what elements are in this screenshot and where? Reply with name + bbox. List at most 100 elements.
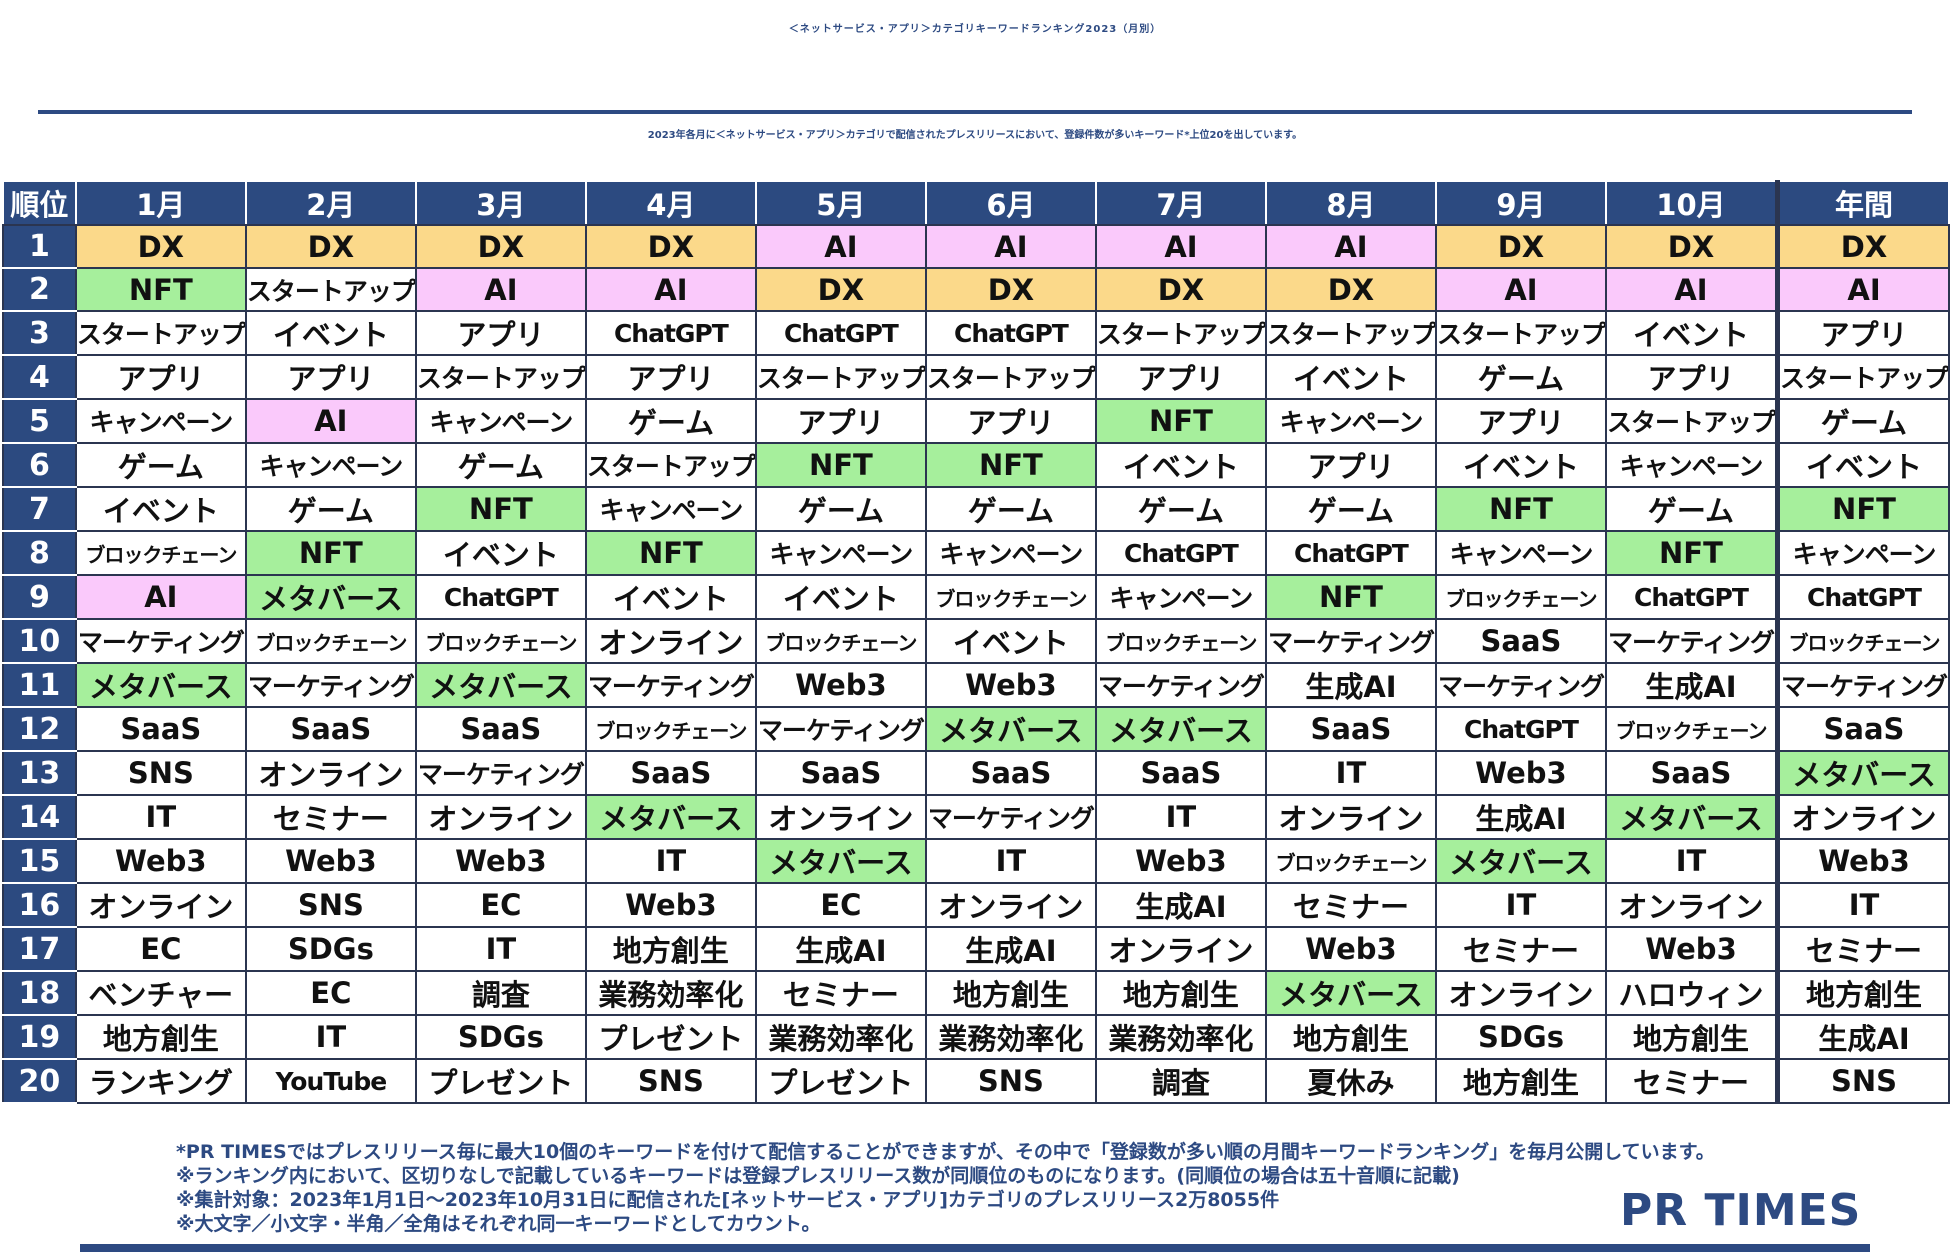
keyword-cell: Web3 <box>1264 926 1437 972</box>
keyword-cell: Web3 <box>754 662 927 708</box>
keyword-cell: ブロックチェーン <box>414 618 587 664</box>
keyword-cell: ゲーム <box>74 442 247 488</box>
keyword-cell: AI <box>1264 224 1437 269</box>
keyword-cell: イベント <box>1604 310 1779 356</box>
keyword-cell: SaaS <box>1604 750 1779 796</box>
table-row: 6 ゲーム キャンペーン ゲーム スタートアップ NFT NFT イベント アプリ イベント キャン… <box>2 442 1950 488</box>
keyword-cell: SaaS <box>924 750 1097 796</box>
rank-cell: 19 <box>2 1014 77 1060</box>
keyword-cell: 地方創生 <box>584 926 757 972</box>
keyword-cell: NFT <box>924 442 1097 488</box>
keyword-cell: マーケティング <box>584 662 757 708</box>
keyword-cell: SNS <box>924 1058 1097 1104</box>
keyword-cell: 地方創生 <box>1434 1058 1607 1104</box>
keyword-cell: ゲーム <box>414 442 587 488</box>
keyword-cell: 地方創生 <box>1264 1014 1437 1060</box>
keyword-cell: スタートアップ <box>924 354 1097 400</box>
keyword-cell: オンライン <box>754 794 927 840</box>
keyword-cell: メタバース <box>924 706 1097 752</box>
header-month: 2月 <box>244 180 417 226</box>
header-month: 9月 <box>1434 180 1607 226</box>
keyword-cell: Web3 <box>1774 838 1950 884</box>
keyword-cell: 生成AI <box>1094 882 1267 928</box>
keyword-cell: アプリ <box>1604 354 1779 400</box>
header-month: 年間 <box>1774 180 1950 226</box>
keyword-cell: 調査 <box>1094 1058 1267 1104</box>
keyword-cell: キャンペーン <box>1094 574 1267 620</box>
keyword-cell: IT <box>74 794 247 840</box>
keyword-cell: ChatGPT <box>754 310 927 356</box>
keyword-cell: 業務効率化 <box>924 1014 1097 1060</box>
rank-cell: 1 <box>2 224 77 269</box>
keyword-cell: ゲーム <box>1604 486 1779 532</box>
page-title: ＜ネットサービス・アプリ＞カテゴリキーワードランキング2023（月別） <box>788 24 1162 35</box>
keyword-cell: オンライン <box>924 882 1097 928</box>
keyword-cell: オンライン <box>414 794 587 840</box>
keyword-cell: DX <box>584 224 757 269</box>
keyword-cell: ChatGPT <box>1264 530 1437 576</box>
keyword-cell: ブロックチェーン <box>1434 574 1607 620</box>
header-month: 5月 <box>754 180 927 226</box>
keyword-cell: SDGs <box>1434 1014 1607 1060</box>
keyword-cell: オンライン <box>1434 970 1607 1016</box>
rank-cell: 4 <box>2 354 77 400</box>
footnotes: *PR TIMESではプレスリリース毎に最大10個のキーワードを付けて配信するこ… <box>176 1140 1715 1236</box>
keyword-cell: NFT <box>1264 574 1437 620</box>
pr-times-logo: PR TIMES <box>1620 1185 1862 1236</box>
table-row: 11 メタバース マーケティング メタバース マーケティング Web3 Web3 マーケティン… <box>2 662 1950 708</box>
keyword-cell: ハロウィン <box>1604 970 1779 1016</box>
footnote: ※大文字／小文字・半角／全角はそれぞれ同一キーワードとしてカウント。 <box>176 1213 821 1235</box>
table-row: 16 オンライン SNS EC Web3 EC オンライン 生成AI セミナー IT オンライン IT <box>2 882 1950 928</box>
keyword-cell: DX <box>1264 267 1437 312</box>
rank-cell: 20 <box>2 1058 77 1104</box>
keyword-cell: DX <box>1094 267 1267 312</box>
keyword-cell: オンライン <box>1774 794 1950 840</box>
keyword-cell: IT <box>414 926 587 972</box>
keyword-cell: SDGs <box>244 926 417 972</box>
table-row: 8 ブロックチェーン NFT イベント NFT キャンペーン キャンペーン ChatGPT Ch… <box>2 530 1950 576</box>
keyword-cell: マーケティング <box>754 706 927 752</box>
footnote: ※ランキング内において、区切りなしで記載しているキーワードは登録プレスリリース数… <box>176 1165 1460 1187</box>
keyword-cell: マーケティング <box>244 662 417 708</box>
keyword-cell: メタバース <box>1094 706 1267 752</box>
keyword-cell: メタバース <box>244 574 417 620</box>
keyword-cell: イベント <box>1774 442 1950 488</box>
keyword-cell: イベント <box>74 486 247 532</box>
keyword-cell: アプリ <box>754 398 927 444</box>
keyword-cell: プレゼント <box>754 1058 927 1104</box>
keyword-cell: EC <box>244 970 417 1016</box>
keyword-cell: セミナー <box>1604 1058 1779 1104</box>
table-row: 3 スタートアップ イベント アプリ ChatGPT ChatGPT ChatGPT スタート… <box>2 310 1950 356</box>
keyword-cell: ChatGPT <box>924 310 1097 356</box>
keyword-cell: AI <box>1774 267 1950 312</box>
keyword-cell: AI <box>924 224 1097 269</box>
keyword-cell: マーケティング <box>1094 662 1267 708</box>
keyword-cell: Web3 <box>924 662 1097 708</box>
rank-cell: 17 <box>2 926 77 972</box>
keyword-cell: ブロックチェーン <box>1604 706 1779 752</box>
keyword-cell: アプリ <box>1434 398 1607 444</box>
keyword-cell: NFT <box>1094 398 1267 444</box>
keyword-cell: プレゼント <box>414 1058 587 1104</box>
keyword-cell: アプリ <box>1774 310 1950 356</box>
table-row: 7 イベント ゲーム NFT キャンペーン ゲーム ゲーム ゲーム ゲーム NFT ゲーム NFT <box>2 486 1950 532</box>
keyword-cell: AI <box>754 224 927 269</box>
table-row: 18 ベンチャー EC 調査 業務効率化 セミナー 地方創生 地方創生 メタバース オンライン ハロ… <box>2 970 1950 1016</box>
table-row: 5 キャンペーン AI キャンペーン ゲーム アプリ アプリ NFT キャンペーン アプリ スタート… <box>2 398 1950 444</box>
keyword-cell: メタバース <box>1434 838 1607 884</box>
keyword-cell: メタバース <box>1774 750 1950 796</box>
keyword-cell: マーケティング <box>1604 618 1779 664</box>
keyword-cell: Web3 <box>244 838 417 884</box>
keyword-cell: イベント <box>754 574 927 620</box>
keyword-cell: メタバース <box>584 794 757 840</box>
keyword-cell: SaaS <box>1264 706 1437 752</box>
keyword-cell: NFT <box>584 530 757 576</box>
keyword-cell: ランキング <box>74 1058 247 1104</box>
keyword-cell: Web3 <box>414 838 587 884</box>
keyword-cell: AI <box>74 574 247 620</box>
keyword-cell: 業務効率化 <box>754 1014 927 1060</box>
table-row: 12 SaaS SaaS SaaS ブロックチェーン マーケティング メタバース メタバース S… <box>2 706 1950 752</box>
keyword-cell: プレゼント <box>584 1014 757 1060</box>
keyword-cell: EC <box>74 926 247 972</box>
keyword-cell: キャンペーン <box>584 486 757 532</box>
